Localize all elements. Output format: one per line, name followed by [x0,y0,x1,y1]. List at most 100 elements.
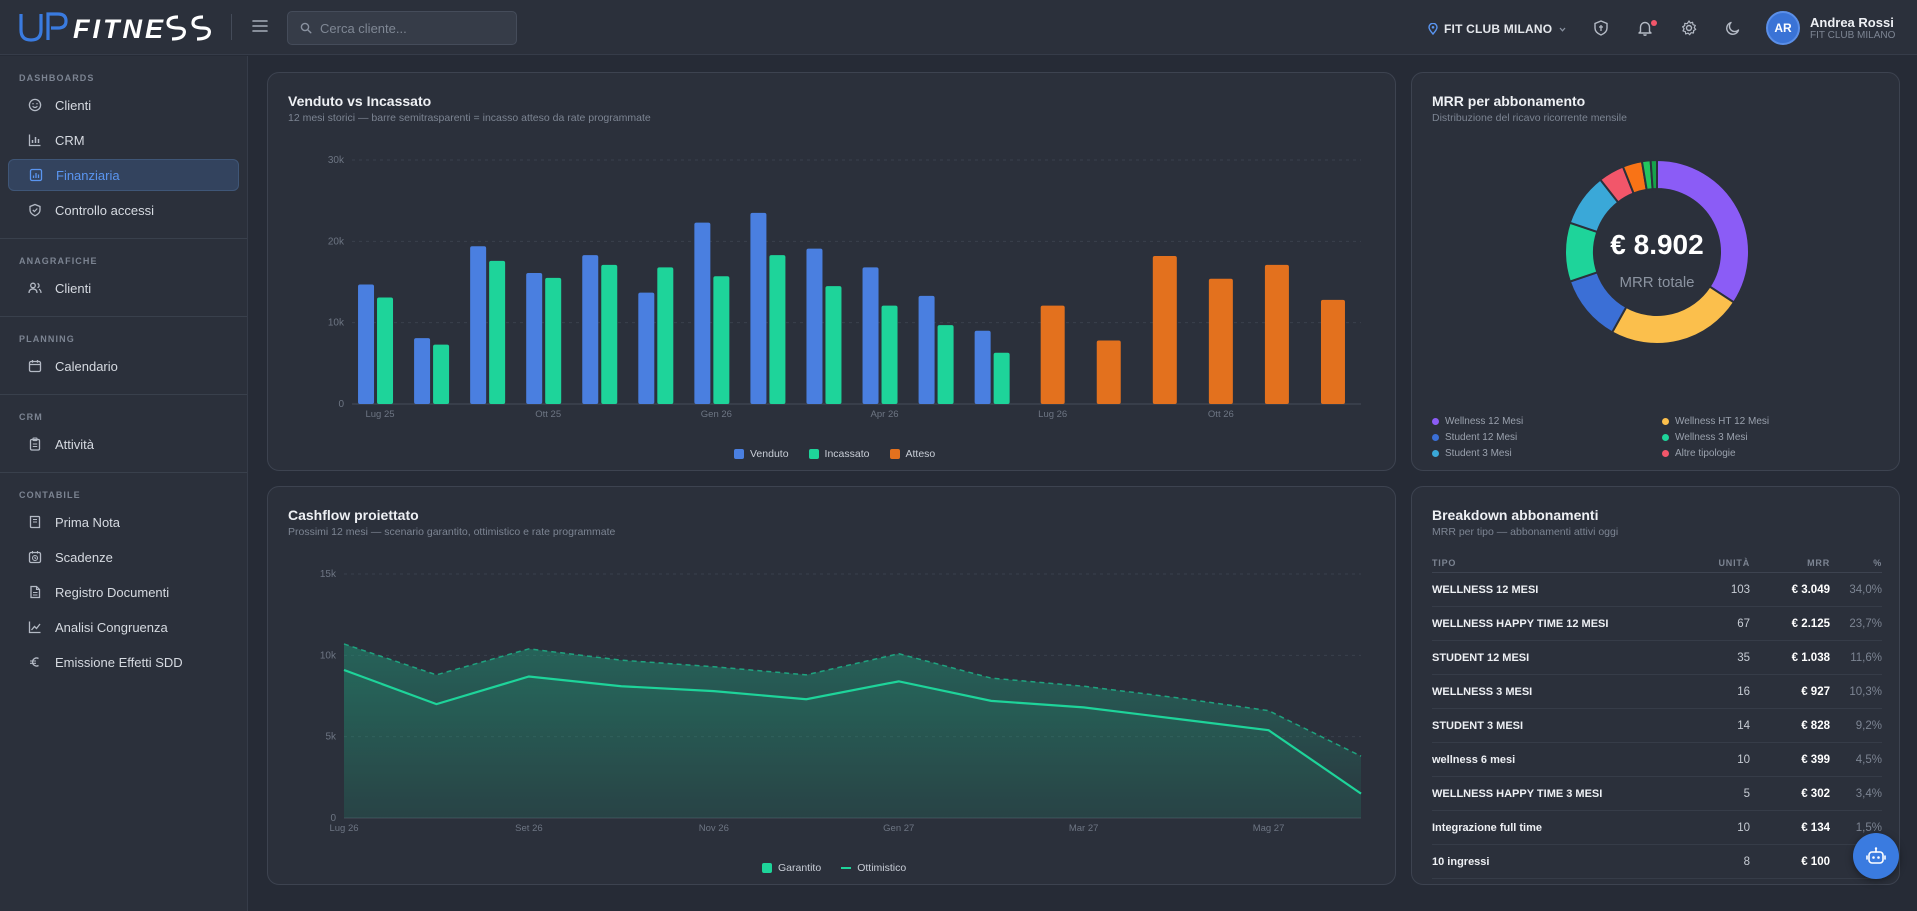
y-tick-label: 15k [320,569,337,580]
donut-slice[interactable] [1568,270,1628,334]
legend-item[interactable]: Wellness 12 Mesi [1432,416,1662,427]
bar-venduto[interactable] [582,255,599,404]
bar-incassato[interactable] [937,325,954,404]
bar-incassato[interactable] [713,276,730,404]
cell-pct: 1,5% [1855,821,1882,834]
sidebar-item-scadenze[interactable]: Scadenze [8,541,239,573]
settings-button[interactable] [1680,19,1698,37]
user-club: FIT CLUB MILANO [1810,30,1896,41]
sidebar-item-emissione-sdd[interactable]: Emissione Effetti SDD [8,646,239,678]
card-title: Venduto vs Incassato [288,93,432,109]
table-row[interactable]: WELLNESS 3 MESI 16 € 927 10,3% [1432,675,1882,709]
bar-incassato[interactable] [769,255,786,404]
donut-slice[interactable] [1610,285,1736,345]
cell-unita: 16 [1737,685,1750,698]
legend-item-ottimistico[interactable]: Ottimistico [841,862,906,874]
bar-venduto[interactable] [974,330,991,404]
club-selector[interactable]: FIT CLUB MILANO [1428,22,1567,36]
bar-venduto[interactable] [806,248,823,404]
bar-venduto[interactable] [750,212,767,404]
bar-incassato[interactable] [489,260,506,404]
menu-toggle-button[interactable] [250,16,270,36]
bar-atteso[interactable] [1208,278,1233,404]
legend-item[interactable]: Student 12 Mesi [1432,432,1662,443]
location-pin-icon [1428,23,1438,35]
user-avatar[interactable]: AR [1766,11,1800,45]
legend-item-garantito[interactable]: Garantito [762,862,821,874]
donut-slice[interactable] [1564,221,1599,283]
cell-pct: 4,5% [1855,753,1882,766]
y-tick-label: 30k [328,155,345,166]
sidebar-item-dashboard-finanziaria[interactable]: Finanziaria [8,159,239,191]
donut-slice[interactable] [1649,158,1658,191]
bar-incassato[interactable] [601,264,618,404]
bar-venduto[interactable] [470,246,487,404]
ottimistico-line[interactable] [343,643,1362,757]
bar-incassato[interactable] [377,297,394,404]
table-row[interactable]: WELLNESS HAPPY TIME 12 MESI 67 € 2.125 23,7… [1432,607,1882,641]
bar-incassato[interactable] [433,344,450,404]
bar-incassato[interactable] [881,305,898,404]
table-row[interactable]: Integrazione full time 10 € 134 1,5% [1432,811,1882,845]
brand-logo[interactable]: FITNE [18,10,218,44]
y-tick-label: 0 [338,399,344,410]
column-header-pct[interactable]: % [1873,557,1882,568]
bar-venduto[interactable] [358,284,375,404]
x-tick-label: Gen 27 [883,823,914,834]
table-row[interactable]: 10 ingressi 8 € 100 [1432,845,1882,879]
breakdown-table: TIPO UNITÀ MRR % WELLNESS 12 MESI 103 € 3.… [1432,553,1882,879]
legend-item-venduto[interactable]: Venduto [734,448,789,460]
bar-venduto[interactable] [638,292,655,404]
sidebar-item-dashboard-clienti[interactable]: Clienti [8,89,239,121]
bar-incassato[interactable] [545,277,562,404]
notifications-button[interactable] [1636,19,1654,37]
table-row[interactable]: wellness 6 mesi 10 € 399 4,5% [1432,743,1882,777]
bar-atteso[interactable] [1040,305,1065,404]
column-header-unita[interactable]: UNITÀ [1718,557,1750,568]
bar-atteso[interactable] [1320,299,1345,404]
sidebar-item-attivita[interactable]: Attività [8,428,239,460]
bar-atteso[interactable] [1096,340,1121,404]
sidebar-item-prima-nota[interactable]: Prima Nota [8,506,239,538]
chart-legend: Garantito Ottimistico [762,862,906,874]
theme-toggle-button[interactable] [1724,19,1742,37]
users-icon [28,282,42,294]
sidebar-item-registro-documenti[interactable]: Registro Documenti [8,576,239,608]
sidebar-item-controllo-accessi[interactable]: Controllo accessi [8,194,239,226]
sidebar-section-planning: PLANNING [19,334,75,344]
cell-mrr: € 134 [1801,821,1830,834]
bar-venduto[interactable] [694,222,711,404]
sidebar-item-dashboard-crm[interactable]: CRM [8,124,239,156]
garantito-line[interactable] [343,668,1362,795]
table-row[interactable]: STUDENT 12 MESI 35 € 1.038 11,6% [1432,641,1882,675]
legend-item[interactable]: Wellness 3 Mesi [1662,432,1862,443]
column-header-mrr[interactable]: MRR [1807,557,1830,568]
assistant-bot-button[interactable] [1853,833,1899,879]
table-row[interactable]: STUDENT 3 MESI 14 € 828 9,2% [1432,709,1882,743]
table-row[interactable]: WELLNESS HAPPY TIME 3 MESI 5 € 302 3,4% [1432,777,1882,811]
sidebar-item-calendario[interactable]: Calendario [8,350,239,382]
sidebar-item-label: Attività [55,436,95,452]
bar-atteso[interactable] [1264,264,1289,404]
bar-incassato[interactable] [825,286,842,404]
legend-item-atteso[interactable]: Atteso [889,448,935,460]
table-row[interactable]: WELLNESS 12 MESI 103 € 3.049 34,0% [1432,573,1882,607]
search-input[interactable] [320,20,500,36]
bar-incassato[interactable] [993,352,1010,404]
bar-incassato[interactable] [657,267,674,404]
smile-icon [28,98,42,112]
legend-item-incassato[interactable]: Incassato [808,448,870,460]
bar-venduto[interactable] [918,295,935,404]
sidebar-item-anagrafiche-clienti[interactable]: Clienti [8,272,239,304]
privacy-shield-button[interactable] [1592,19,1610,37]
bar-venduto[interactable] [862,267,879,404]
bar-venduto[interactable] [526,273,543,404]
column-header-tipo[interactable]: TIPO [1432,557,1457,568]
legend-item[interactable]: Student 3 Mesi [1432,448,1662,459]
sidebar-item-analisi-congruenza[interactable]: Analisi Congruenza [8,611,239,643]
gear-icon [1682,20,1697,36]
legend-item[interactable]: Altre tipologie [1662,448,1862,459]
bar-venduto[interactable] [414,338,431,404]
bar-atteso[interactable] [1152,255,1177,404]
legend-item[interactable]: Wellness HT 12 Mesi [1662,416,1862,427]
